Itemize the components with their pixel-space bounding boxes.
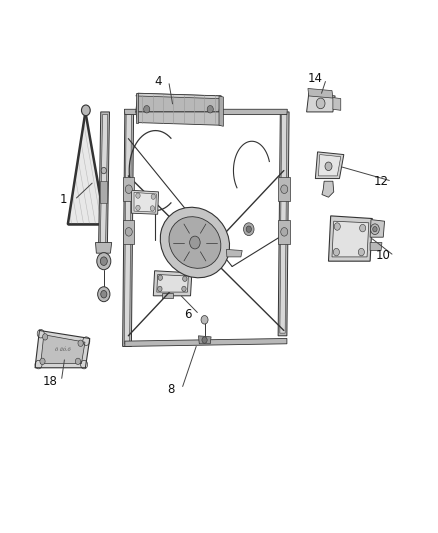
Polygon shape <box>328 216 372 261</box>
Circle shape <box>81 105 90 116</box>
Polygon shape <box>136 93 221 99</box>
Polygon shape <box>100 181 107 203</box>
Circle shape <box>183 276 187 281</box>
Polygon shape <box>370 243 382 251</box>
Circle shape <box>316 98 325 109</box>
Circle shape <box>75 358 81 365</box>
Polygon shape <box>322 181 334 197</box>
Text: 14: 14 <box>308 72 323 85</box>
Circle shape <box>325 162 332 171</box>
Polygon shape <box>136 112 221 125</box>
Circle shape <box>151 194 155 199</box>
Polygon shape <box>333 98 341 110</box>
Polygon shape <box>307 93 335 112</box>
Circle shape <box>42 334 48 340</box>
Circle shape <box>334 223 340 230</box>
Polygon shape <box>315 152 344 179</box>
Polygon shape <box>318 155 341 176</box>
Polygon shape <box>198 336 211 344</box>
Circle shape <box>246 226 251 232</box>
Circle shape <box>281 228 288 236</box>
Polygon shape <box>41 335 85 364</box>
Polygon shape <box>95 243 112 253</box>
Circle shape <box>201 316 208 324</box>
Polygon shape <box>131 190 159 214</box>
Polygon shape <box>35 330 90 368</box>
Polygon shape <box>124 109 287 115</box>
Circle shape <box>360 224 366 232</box>
Circle shape <box>136 205 140 211</box>
Circle shape <box>373 227 377 232</box>
Text: 18: 18 <box>43 375 58 387</box>
Polygon shape <box>278 177 290 201</box>
Polygon shape <box>123 220 134 244</box>
Polygon shape <box>280 115 287 333</box>
Circle shape <box>97 253 111 270</box>
Circle shape <box>150 206 155 211</box>
Circle shape <box>125 228 132 236</box>
Text: 8: 8 <box>167 383 174 395</box>
Polygon shape <box>136 93 221 112</box>
Polygon shape <box>124 115 131 344</box>
Polygon shape <box>162 293 173 298</box>
Circle shape <box>100 257 107 265</box>
Circle shape <box>40 358 45 365</box>
Polygon shape <box>134 192 156 212</box>
Polygon shape <box>100 115 108 248</box>
Circle shape <box>202 337 207 343</box>
Polygon shape <box>153 271 192 296</box>
Circle shape <box>207 106 213 113</box>
Circle shape <box>190 236 200 249</box>
Text: 10: 10 <box>376 249 391 262</box>
Circle shape <box>144 106 150 113</box>
Circle shape <box>182 286 186 292</box>
Text: 12: 12 <box>374 175 389 188</box>
Polygon shape <box>136 93 138 123</box>
Polygon shape <box>99 112 110 251</box>
Polygon shape <box>332 221 369 257</box>
Polygon shape <box>278 112 289 336</box>
Circle shape <box>371 224 379 235</box>
Text: ö äó.ö: ö äó.ö <box>55 347 71 352</box>
Circle shape <box>78 340 83 346</box>
Polygon shape <box>219 96 223 126</box>
Text: 1: 1 <box>60 193 67 206</box>
Ellipse shape <box>160 207 230 278</box>
Polygon shape <box>278 220 290 244</box>
Circle shape <box>101 167 106 174</box>
Polygon shape <box>123 112 134 346</box>
Polygon shape <box>123 177 134 201</box>
Circle shape <box>281 185 288 193</box>
Circle shape <box>244 223 254 236</box>
Polygon shape <box>226 249 242 257</box>
Circle shape <box>101 290 107 298</box>
Text: 6: 6 <box>184 308 192 321</box>
Ellipse shape <box>169 217 221 268</box>
Polygon shape <box>157 274 188 292</box>
Circle shape <box>98 287 110 302</box>
Polygon shape <box>308 88 333 98</box>
Circle shape <box>158 286 162 292</box>
Polygon shape <box>370 220 385 237</box>
Polygon shape <box>68 112 105 224</box>
Circle shape <box>333 248 339 256</box>
Circle shape <box>358 248 364 256</box>
Circle shape <box>158 275 162 280</box>
Circle shape <box>125 185 132 193</box>
Circle shape <box>136 193 140 198</box>
Text: 4: 4 <box>154 75 162 87</box>
Polygon shape <box>125 338 287 346</box>
